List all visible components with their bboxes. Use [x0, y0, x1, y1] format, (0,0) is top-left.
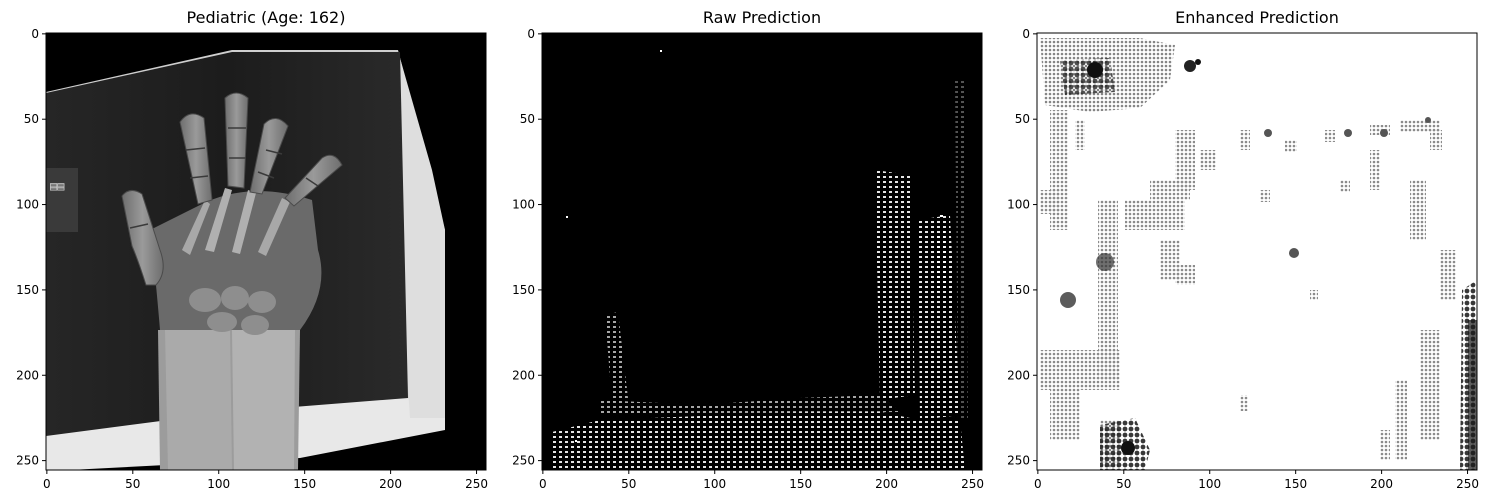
panel-title-raw: Raw Prediction — [703, 8, 821, 27]
enhanced-prediction-image — [1037, 33, 1477, 470]
axes-frame-raw — [541, 32, 983, 471]
x-tick-label: 0 — [1034, 477, 1042, 491]
y-tick-label: 50 — [520, 112, 535, 126]
ticks-original: 0 50 100 150 200 250 0 50 100 150 200 250 — [16, 27, 488, 491]
xray-image: ▤▤ — [46, 33, 486, 470]
y-tick-label: 150 — [1007, 283, 1030, 297]
panel-original: Pediatric (Age: 162) ▤▤ — [16, 8, 488, 491]
x-tick-label: 50 — [621, 477, 636, 491]
x-tick-label: 50 — [125, 477, 140, 491]
y-tick-label: 250 — [16, 454, 39, 468]
x-tick-label: 250 — [1456, 477, 1479, 491]
x-tick-label: 0 — [539, 477, 547, 491]
y-tick-label: 0 — [31, 27, 39, 41]
panel-title-original: Pediatric (Age: 162) — [187, 8, 346, 27]
ticks-raw: 0 50 100 150 200 250 0 50 100 150 200 250 — [512, 27, 984, 491]
x-tick-label: 150 — [1284, 477, 1307, 491]
y-tick-label: 150 — [512, 283, 535, 297]
y-tick-label: 100 — [512, 198, 535, 212]
axes-frame-original — [45, 32, 487, 471]
x-tick-label: 50 — [1116, 477, 1131, 491]
axes-frame-enhanced — [1036, 32, 1478, 471]
y-tick-label: 0 — [527, 27, 535, 41]
x-tick-label: 250 — [961, 477, 984, 491]
x-tick-label: 150 — [789, 477, 812, 491]
x-tick-label: 200 — [875, 477, 898, 491]
y-tick-label: 0 — [1022, 27, 1030, 41]
y-tick-label: 200 — [16, 368, 39, 382]
film-label-glyph: ▤▤ — [50, 179, 64, 193]
y-tick-label: 250 — [1007, 454, 1030, 468]
x-tick-label: 100 — [1198, 477, 1221, 491]
panel-enhanced: Enhanced Prediction — [1007, 8, 1479, 491]
x-tick-label: 250 — [465, 477, 488, 491]
y-tick-label: 100 — [16, 198, 39, 212]
x-tick-label: 200 — [1370, 477, 1393, 491]
x-tick-label: 0 — [43, 477, 51, 491]
raw-prediction-image — [542, 33, 982, 470]
x-tick-label: 200 — [379, 477, 402, 491]
x-tick-label: 100 — [703, 477, 726, 491]
ticks-enhanced: 0 50 100 150 200 250 0 50 100 150 200 250 — [1007, 27, 1479, 491]
x-tick-label: 100 — [207, 477, 230, 491]
y-tick-label: 50 — [1015, 112, 1030, 126]
y-tick-label: 150 — [16, 283, 39, 297]
y-tick-label: 50 — [24, 112, 39, 126]
x-tick-label: 150 — [293, 477, 316, 491]
y-tick-label: 250 — [512, 454, 535, 468]
panel-title-enhanced: Enhanced Prediction — [1175, 8, 1339, 27]
y-tick-label: 200 — [512, 368, 535, 382]
y-tick-label: 100 — [1007, 198, 1030, 212]
y-tick-label: 200 — [1007, 368, 1030, 382]
